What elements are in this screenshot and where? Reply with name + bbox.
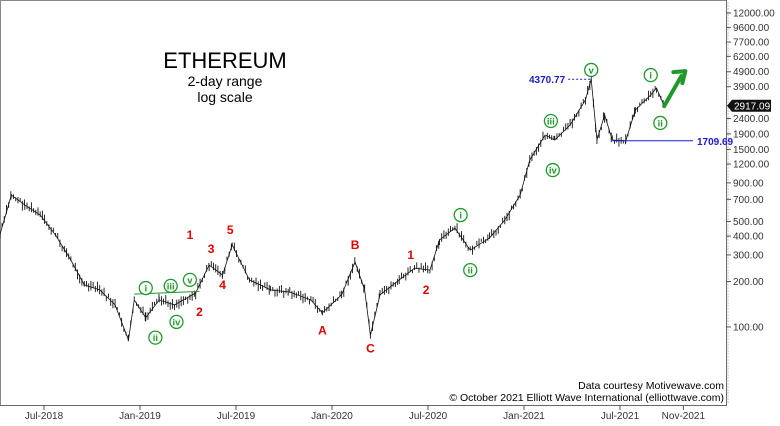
y-tick-label: 4900.00	[733, 67, 770, 78]
current-price-tag	[727, 99, 771, 112]
wave-label-circle	[163, 278, 178, 294]
wave-label-red: 1	[407, 248, 414, 262]
wave-label-green: ii	[153, 333, 158, 344]
wave-label-circle	[653, 115, 668, 131]
wave-label-green: i	[649, 71, 652, 82]
x-tick-label: Jan-2020	[311, 411, 353, 422]
credit-copyright: © October 2021 Elliott Wave Internationa…	[449, 392, 724, 404]
y-tick-label: 6200.00	[733, 52, 770, 63]
wave-label-red: 5	[227, 223, 234, 237]
reference-label: 1709.69	[697, 137, 734, 148]
wave-label-circle	[463, 262, 478, 278]
wave-label-circle	[584, 62, 599, 78]
chart-subtitle-scale: log scale	[197, 89, 252, 105]
y-tick-label: 2400.00	[733, 114, 770, 125]
wave-label-red: 1	[187, 228, 194, 242]
x-axis: Jul-2018 Jan-2019 Jul-2019 Jan-2020 Jul-2020…	[0, 405, 727, 422]
chart-subtitle-range: 2-day range	[188, 73, 263, 89]
wave-label-red: 2	[196, 305, 203, 319]
chart-title: ETHEREUM	[163, 48, 286, 73]
y-tick-label: 3900.00	[733, 82, 770, 93]
wave-label-circle	[182, 272, 198, 288]
wave-label-circle	[148, 330, 163, 345]
wave-label-circle	[169, 314, 184, 330]
wave-label-red: C	[366, 341, 375, 355]
wave-label-green: i	[459, 211, 462, 222]
y-axis: 12000.00 9600.00 7700.00 6200.00 4900.00 3900…	[726, 0, 775, 405]
wave-label-circle	[453, 207, 468, 223]
x-tick-label: Jul-2018	[25, 411, 64, 422]
y-tick-label: 900.00	[733, 178, 764, 189]
y-tick-label: 1900.00	[733, 129, 770, 140]
y-tick-label: 100.00	[733, 322, 764, 333]
wave-label-red: 3	[208, 242, 215, 256]
wave-label-circle	[543, 113, 559, 129]
price-line	[0, 79, 665, 342]
x-tick-label: Nov-2021	[662, 411, 706, 422]
wave-label-green: ii	[468, 266, 473, 277]
annotations: 4370.771709.6912345ABC12iiiiiiivviiiiiii…	[134, 62, 734, 355]
y-tick-label: 500.00	[733, 217, 764, 228]
wave-label-red: 4	[219, 278, 226, 292]
y-tick-label: 1500.00	[733, 145, 770, 156]
wave-label-red: B	[351, 238, 360, 252]
projection-arrow-shaft	[662, 74, 684, 109]
x-tick-label: Jul-2020	[409, 411, 448, 422]
y-tick-label: 400.00	[733, 232, 764, 243]
wave-label-red: 2	[423, 283, 430, 297]
wave-label-circle	[545, 162, 560, 178]
wave-label-green: v	[589, 65, 595, 76]
plot-frame	[0, 0, 727, 406]
y-tick-label: 700.00	[733, 195, 764, 206]
x-tick-label: Jul-2019	[217, 411, 256, 422]
y-tick-label: 300.00	[733, 250, 764, 261]
wave-label-green: ii	[658, 118, 663, 129]
wave-label-green: iii	[167, 281, 175, 292]
reference-label: 4370.77	[529, 75, 566, 86]
y-tick-label: 9600.00	[733, 23, 770, 34]
y-tick-label: 7700.00	[733, 38, 770, 49]
credit-data: Data courtesy Motivewave.com	[578, 380, 724, 392]
y-tick-label: 200.00	[733, 277, 764, 288]
price-series	[0, 74, 665, 342]
x-tick-label: Jan-2021	[503, 411, 545, 422]
wave-label-green: iv	[173, 317, 182, 328]
current-price-label: 2917.09	[734, 102, 771, 113]
y-tick-label: 1200.00	[733, 160, 770, 171]
wave-label-green: v	[187, 275, 193, 286]
wave-label-red: A	[318, 323, 327, 337]
y-tick-label: 12000.00	[733, 9, 775, 20]
x-tick-label: Jan-2019	[119, 411, 161, 422]
projection-arrow-head-icon	[671, 69, 688, 86]
wave-label-circle	[138, 280, 153, 296]
wave-label-circle	[643, 67, 658, 83]
wave-label-green: iii	[547, 116, 555, 127]
wave-label-green: i	[144, 284, 147, 295]
x-tick-label: Jul-2021	[601, 411, 640, 422]
wave-label-green: iv	[549, 166, 558, 177]
